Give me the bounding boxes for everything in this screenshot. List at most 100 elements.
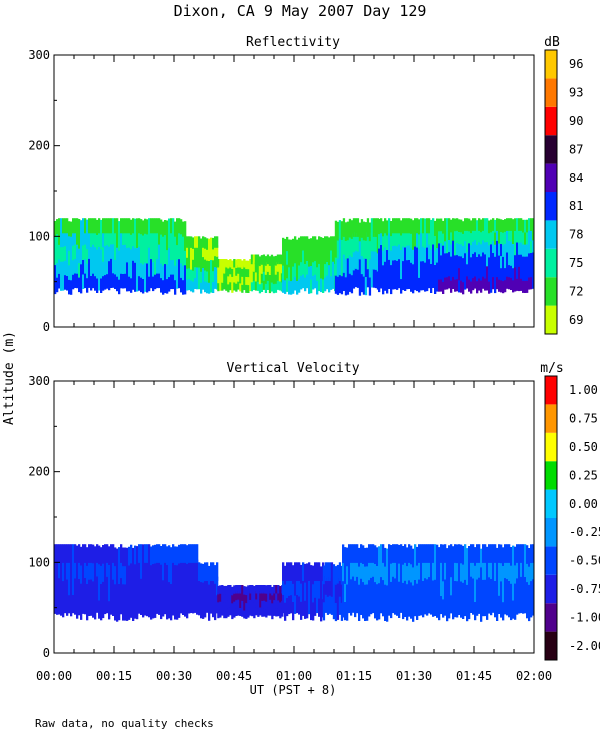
heatmap-cell	[410, 262, 413, 278]
heatmap-cell	[186, 581, 189, 601]
heatmap-cell	[418, 597, 421, 616]
heatmap-cell	[296, 562, 299, 581]
heatmap-cell	[170, 218, 173, 234]
heatmap-cell	[466, 566, 469, 585]
heatmap-cell	[330, 262, 333, 277]
colorbar-label: -1.00	[569, 610, 600, 624]
heatmap-cell	[510, 601, 513, 621]
heatmap-cell	[484, 218, 487, 231]
heatmap-cell	[56, 248, 59, 264]
heatmap-cell	[98, 260, 101, 276]
heatmap-cell	[402, 275, 405, 291]
heatmap-cell	[510, 547, 513, 566]
heatmap-cell	[70, 221, 73, 237]
heatmap-cell	[84, 229, 87, 245]
heatmap-cell	[512, 243, 515, 257]
heatmap-cell	[288, 595, 291, 615]
heatmap-cell	[250, 281, 254, 292]
heatmap-cell	[56, 559, 59, 579]
heatmap-cell	[448, 275, 451, 289]
heatmap-cell	[390, 599, 393, 619]
heatmap-cell	[480, 255, 483, 269]
heatmap-cell	[212, 270, 215, 283]
heatmap-cell	[186, 545, 189, 564]
heatmap-cell	[292, 266, 295, 281]
heatmap-cell	[112, 243, 115, 259]
heatmap-cell	[354, 544, 357, 563]
heatmap-cell	[261, 600, 264, 609]
heatmap-cell	[460, 231, 463, 245]
velocity-title: Vertical Velocity	[226, 361, 359, 376]
heatmap-cell	[140, 262, 143, 278]
heatmap-cell	[470, 576, 473, 595]
heatmap-cell	[350, 560, 353, 580]
heatmap-cell	[229, 273, 232, 283]
reflectivity-colorbar-unit: dB	[544, 35, 560, 50]
heatmap-cell	[231, 268, 234, 277]
heatmap-cell	[488, 281, 491, 294]
heatmap-cell	[452, 252, 455, 265]
heatmap-cell	[326, 562, 330, 581]
heatmap-cell	[104, 544, 107, 563]
heatmap-cell	[130, 219, 133, 235]
heatmap-cell	[492, 228, 495, 241]
heatmap-cell	[406, 259, 409, 275]
heatmap-cell	[104, 577, 107, 596]
heatmap-cell	[146, 579, 149, 599]
heatmap-cell	[84, 273, 87, 289]
heatmap-cell	[106, 244, 109, 260]
heatmap-cell	[456, 598, 459, 618]
heatmap-cell	[436, 581, 439, 600]
colorbar-label: 0.25	[569, 468, 598, 482]
heatmap-cell	[408, 598, 411, 617]
heatmap-cell	[348, 236, 352, 256]
heatmap-cell	[116, 276, 119, 292]
heatmap-cell	[440, 254, 443, 268]
heatmap-cell	[492, 240, 495, 253]
heatmap-cell	[241, 600, 244, 609]
heatmap-cell	[486, 229, 489, 243]
heatmap-cell	[194, 544, 197, 563]
heatmap-cell	[450, 231, 453, 245]
heatmap-cell	[426, 247, 429, 263]
heatmap-cell	[110, 577, 113, 597]
heatmap-cell	[336, 601, 340, 620]
heatmap-cell	[532, 560, 535, 580]
heatmap-cell	[184, 579, 187, 599]
heatmap-cell	[278, 271, 282, 282]
heatmap-cell	[418, 233, 421, 249]
heatmap-cell	[288, 239, 291, 254]
heatmap-cell	[394, 274, 397, 290]
heatmap-cell	[54, 595, 57, 614]
heatmap-cell	[532, 544, 535, 563]
heatmap-cell	[178, 544, 181, 564]
heatmap-cell	[524, 594, 527, 614]
heatmap-cell	[160, 600, 163, 620]
heatmap-cell	[400, 264, 403, 280]
heatmap-cell	[526, 243, 529, 257]
heatmap-cell	[216, 576, 219, 596]
heatmap-cell	[496, 276, 499, 290]
heatmap-cell	[102, 275, 105, 291]
heatmap-cell	[346, 583, 349, 603]
heatmap-cell	[398, 258, 401, 274]
heatmap-cell	[164, 249, 167, 265]
heatmap-cell	[526, 231, 529, 245]
heatmap-cell	[239, 259, 242, 268]
heatmap-cell	[304, 600, 307, 619]
y-tick-label: 200	[28, 139, 50, 153]
heatmap-cell	[217, 601, 220, 611]
heatmap-cell	[310, 565, 313, 584]
heatmap-cell	[216, 594, 219, 614]
heatmap-cell	[426, 596, 429, 616]
heatmap-cell	[116, 232, 119, 248]
heatmap-cell	[94, 600, 97, 620]
heatmap-cell	[428, 229, 431, 245]
colorbar-segment	[545, 376, 557, 405]
heatmap-cell	[486, 253, 489, 267]
heatmap-cell	[440, 266, 443, 280]
heatmap-cell	[350, 238, 354, 257]
heatmap-cell	[194, 236, 197, 248]
heatmap-cell	[336, 564, 340, 584]
